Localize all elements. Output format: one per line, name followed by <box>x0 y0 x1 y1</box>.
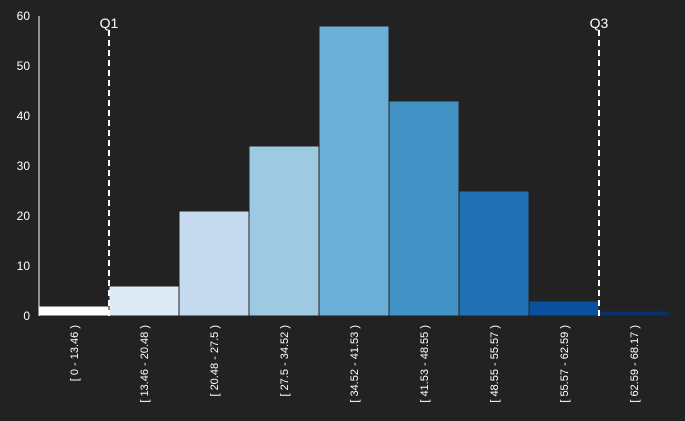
x-tick-label: [ 41.53 - 48.55 ) <box>419 325 431 403</box>
y-tick-label: 50 <box>17 59 31 73</box>
x-tick-label: [ 48.55 - 55.57 ) <box>489 325 501 403</box>
quartile-label: Q3 <box>590 15 609 31</box>
x-tick-label: [ 20.48 - 27.5 ) <box>209 325 221 397</box>
y-tick-label: 30 <box>17 159 31 173</box>
bar <box>458 190 530 317</box>
x-tick-label: [ 13.46 - 20.48 ) <box>139 325 151 403</box>
bar <box>318 25 390 317</box>
bar <box>178 210 250 317</box>
x-tick-label: [ 27.5 - 34.52 ) <box>279 325 291 397</box>
y-tick-label: 40 <box>17 109 31 123</box>
bar <box>388 100 460 317</box>
quartile-markers: Q1 Q3 <box>100 15 609 316</box>
x-tick-label: [ 34.52 - 41.53 ) <box>349 325 361 403</box>
y-tick-label: 10 <box>17 259 31 273</box>
bar <box>598 310 670 317</box>
x-tick-label: [ 55.57 - 62.59 ) <box>559 325 571 403</box>
bar <box>38 305 110 317</box>
y-tick-label: 20 <box>17 209 31 223</box>
bar <box>108 285 180 317</box>
y-axis-ticks: 0 10 20 30 40 50 60 <box>17 9 31 323</box>
bars <box>38 25 670 317</box>
x-tick-label: [ 0 - 13.46 ) <box>69 325 81 381</box>
x-axis-labels: [ 0 - 13.46 ) [ 13.46 - 20.48 ) [ 20.48 - … <box>69 325 641 403</box>
x-tick-label: [ 62.59 - 68.17 ) <box>629 325 641 403</box>
y-tick-label: 0 <box>23 309 30 323</box>
y-tick-label: 60 <box>17 9 31 23</box>
bar <box>248 145 320 317</box>
quartile-label: Q1 <box>100 15 119 31</box>
bar <box>528 300 600 317</box>
